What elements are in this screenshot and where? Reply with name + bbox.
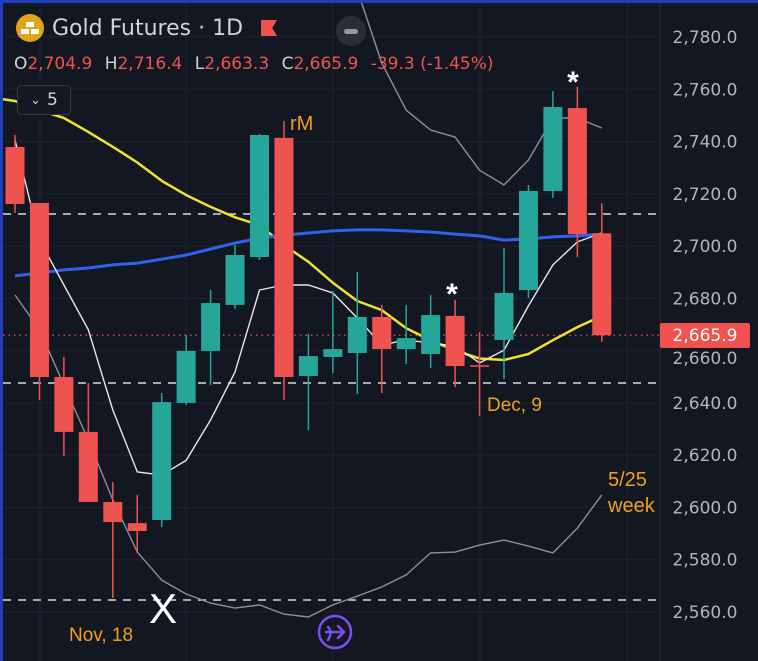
candle-up[interactable] bbox=[421, 315, 441, 355]
annotation-asterisk: * bbox=[446, 278, 458, 311]
last-price-text: 2,665.9 bbox=[673, 326, 738, 346]
last-price-badge bbox=[660, 323, 750, 348]
indicators-count: 5 bbox=[47, 90, 58, 110]
left-border bbox=[0, 0, 3, 661]
candle-up[interactable] bbox=[225, 254, 245, 305]
price-tick-label: 2,620.0 bbox=[673, 446, 738, 466]
price-tick-label: 2,720.0 bbox=[673, 185, 738, 205]
price-tick-label: 2,600.0 bbox=[673, 498, 738, 518]
arrow-right-circle-icon[interactable] bbox=[317, 614, 353, 650]
candle-down[interactable] bbox=[127, 523, 147, 531]
low-label: L bbox=[194, 54, 205, 74]
close-label: C bbox=[281, 54, 294, 74]
blue-indicator-line bbox=[14, 228, 602, 278]
price-tick-label: 2,640.0 bbox=[673, 394, 738, 414]
minus-icon bbox=[344, 28, 358, 34]
candle-up[interactable] bbox=[323, 349, 343, 357]
candle-down[interactable] bbox=[78, 431, 98, 502]
candle-down[interactable] bbox=[592, 233, 612, 336]
gold-bars-icon bbox=[16, 14, 44, 42]
price-tick-label: 2,780.0 bbox=[673, 28, 738, 48]
high-value: 2,716.4 bbox=[117, 54, 183, 74]
price-tick-label: 2,560.0 bbox=[673, 603, 738, 623]
price-axis[interactable]: 2,560.0 2,580.0 2,600.0 2,620.0 2,640.0 2,660… bbox=[673, 28, 738, 623]
symbol-header[interactable]: Gold Futures · 1D bbox=[16, 14, 278, 42]
annotation-nov-18: Nov, 18 bbox=[69, 625, 133, 646]
candle-up[interactable] bbox=[396, 338, 416, 350]
price-tick-label: 2,660.0 bbox=[673, 349, 738, 369]
high-label: H bbox=[104, 54, 118, 74]
candle-up[interactable] bbox=[298, 356, 318, 376]
candle-up[interactable] bbox=[543, 107, 563, 191]
candle-up[interactable] bbox=[347, 316, 367, 353]
candle-down[interactable] bbox=[470, 365, 490, 367]
candle-down[interactable] bbox=[54, 377, 74, 432]
annotation-dec-9: Dec, 9 bbox=[487, 395, 542, 416]
price-tick-label: 2,760.0 bbox=[673, 80, 738, 100]
red-flag-icon[interactable] bbox=[261, 20, 278, 36]
candle-down[interactable] bbox=[567, 108, 587, 235]
candle-down[interactable] bbox=[5, 147, 25, 205]
horizontal-lines bbox=[3, 213, 660, 601]
yellow-indicator-line bbox=[3, 97, 603, 362]
candle-down[interactable] bbox=[445, 315, 465, 367]
price-tick-label: 2,740.0 bbox=[673, 133, 738, 153]
open-label: O bbox=[14, 54, 28, 74]
candle-down[interactable] bbox=[372, 316, 392, 350]
annotation-week: week bbox=[607, 495, 656, 517]
indicators-toggle-button[interactable]: ⌄ 5 bbox=[17, 85, 71, 115]
candle-up[interactable] bbox=[250, 135, 269, 258]
candle-up[interactable] bbox=[494, 292, 514, 340]
candle-up[interactable] bbox=[518, 190, 538, 290]
collapse-button[interactable] bbox=[336, 16, 366, 46]
ohlc-legend: O2,704.9 H2,716.4 L2,663.3 C2,665.9 -39.… bbox=[14, 54, 501, 74]
price-tick-label: 2,700.0 bbox=[673, 237, 738, 257]
close-value: 2,665.9 bbox=[293, 54, 359, 74]
candle-up[interactable] bbox=[152, 402, 172, 520]
low-value: 2,663.3 bbox=[204, 54, 270, 74]
annotation-5-25: 5/25 bbox=[608, 469, 647, 491]
price-tick-label: 2,580.0 bbox=[673, 551, 738, 571]
candles bbox=[5, 86, 612, 598]
annotation-rm: rM bbox=[290, 113, 313, 135]
open-value: 2,704.9 bbox=[27, 54, 93, 74]
symbol-title: Gold Futures · 1D bbox=[52, 15, 244, 41]
price-tick-label: 2,680.0 bbox=[673, 289, 738, 309]
change-value: -39.3 (-1.45%) bbox=[370, 54, 494, 74]
last-price-label: 2,665.9 bbox=[660, 323, 750, 348]
candle-down[interactable] bbox=[29, 202, 49, 378]
annotation-asterisk: * bbox=[567, 66, 579, 99]
candle-down[interactable] bbox=[103, 501, 123, 523]
candle-up[interactable] bbox=[201, 303, 221, 351]
chevron-down-icon: ⌄ bbox=[30, 92, 42, 108]
candle-up[interactable] bbox=[176, 350, 196, 403]
candle-down[interactable] bbox=[274, 137, 294, 378]
annotation-x: X bbox=[149, 585, 177, 632]
top-border bbox=[0, 0, 758, 3]
